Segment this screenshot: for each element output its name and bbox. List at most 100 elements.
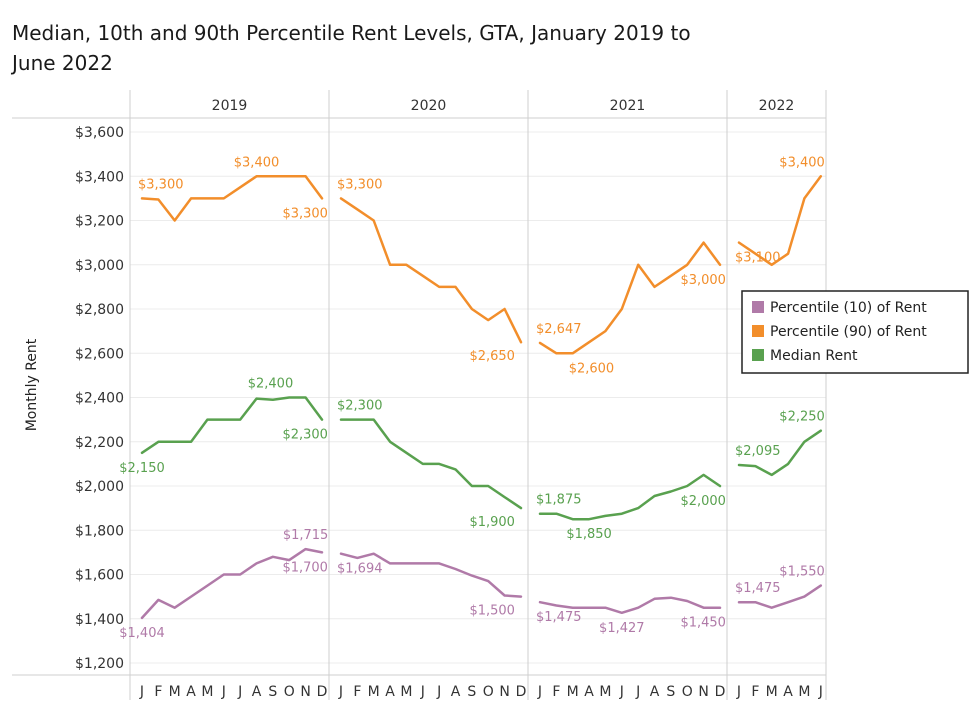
x-tick-month: M [368, 684, 380, 700]
x-tick-month: N [499, 684, 509, 700]
y-tick-label: $2,400 [75, 391, 124, 407]
data-label: $2,650 [469, 349, 515, 364]
x-tick-month: O [682, 684, 693, 700]
y-tick-label: $2,600 [75, 346, 124, 362]
x-tick-month: J [537, 684, 542, 700]
legend-entry: Percentile (90) of Rent [770, 324, 927, 340]
x-tick-month: N [300, 684, 310, 700]
x-tick-month: J [619, 684, 624, 700]
data-label: $3,100 [735, 251, 781, 266]
data-label: $1,475 [536, 610, 582, 625]
data-label: $1,715 [283, 528, 329, 543]
data-label: $3,300 [337, 177, 383, 192]
data-label: $2,000 [680, 494, 726, 509]
x-tick-month: J [635, 684, 640, 700]
legend-entry: Median Rent [770, 348, 858, 364]
x-tick-month: M [201, 684, 213, 700]
data-label: $1,850 [566, 527, 612, 542]
data-label: $3,000 [680, 273, 726, 288]
y-axis-label: Monthly Rent [24, 338, 40, 431]
data-label: $1,694 [337, 562, 383, 577]
x-tick-month: O [483, 684, 494, 700]
x-tick-month: F [353, 684, 361, 700]
legend-swatch [752, 349, 764, 361]
x-tick-month: J [818, 684, 823, 700]
x-tick-month: A [252, 684, 262, 700]
series-line-2-year-2021 [538, 473, 722, 521]
y-tick-label: $3,000 [75, 258, 124, 274]
x-tick-month: J [338, 684, 343, 700]
x-tick-month: A [451, 684, 461, 700]
year-header-2021: 2021 [610, 98, 646, 114]
data-label: $1,427 [599, 621, 645, 636]
data-label: $2,400 [248, 377, 294, 392]
x-tick-month: A [650, 684, 660, 700]
data-label: $1,475 [735, 581, 781, 596]
y-tick-label: $1,800 [75, 523, 124, 539]
x-tick-month: S [666, 684, 675, 700]
x-tick-month: J [237, 684, 242, 700]
x-tick-month: S [467, 684, 476, 700]
data-label: $1,550 [779, 565, 825, 580]
data-label: $1,875 [536, 493, 582, 508]
y-tick-label: $2,800 [75, 302, 124, 318]
series-line-0-year-2022 [737, 584, 823, 609]
series-line-2-year-2019 [140, 396, 324, 455]
data-label: $3,400 [234, 155, 280, 170]
x-tick-month: S [268, 684, 277, 700]
data-label: $2,095 [735, 444, 781, 459]
series-line-0-year-2020 [339, 552, 523, 598]
x-tick-month: D [715, 684, 726, 700]
series-line-1-year-2021 [538, 241, 722, 355]
x-tick-month: M [169, 684, 181, 700]
data-label: $2,647 [536, 322, 582, 337]
y-tick-label: $3,600 [75, 125, 124, 141]
x-tick-month: J [139, 684, 144, 700]
x-tick-month: M [400, 684, 412, 700]
series-line-1-year-2022 [737, 175, 823, 267]
legend-swatch [752, 325, 764, 337]
x-tick-month: N [698, 684, 708, 700]
y-tick-label: $3,400 [75, 169, 124, 185]
series-line-2-year-2020 [339, 418, 523, 510]
y-tick-label: $2,000 [75, 479, 124, 495]
series-line-0-year-2019 [140, 547, 324, 620]
x-tick-month: J [736, 684, 741, 700]
chart-title-line-2: June 2022 [10, 51, 113, 75]
data-label: $3,300 [138, 177, 184, 192]
legend-entry: Percentile (10) of Rent [770, 300, 927, 316]
data-label: $3,400 [779, 155, 825, 170]
x-tick-month: O [284, 684, 295, 700]
data-label: $2,150 [119, 461, 165, 476]
y-tick-label: $1,600 [75, 568, 124, 584]
series-line-2-year-2022 [737, 429, 823, 477]
x-tick-month: D [317, 684, 328, 700]
y-tick-label: $1,200 [75, 656, 124, 672]
year-header-2022: 2022 [759, 98, 795, 114]
data-label: $1,450 [680, 616, 726, 631]
y-tick-label: $3,200 [75, 214, 124, 230]
x-tick-month: A [783, 684, 793, 700]
series-line-0-year-2021 [538, 596, 722, 615]
y-tick-label: $1,400 [75, 612, 124, 628]
x-tick-month: A [584, 684, 594, 700]
x-tick-month: J [436, 684, 441, 700]
x-tick-month: A [385, 684, 395, 700]
data-label: $2,300 [337, 399, 383, 414]
data-label: $1,500 [469, 604, 515, 619]
x-tick-month: F [552, 684, 560, 700]
chart-title-line-1: Median, 10th and 90th Percentile Rent Le… [12, 21, 691, 45]
data-label: $1,700 [282, 560, 328, 575]
x-tick-month: J [420, 684, 425, 700]
data-label: $3,300 [282, 206, 328, 221]
x-tick-month: A [186, 684, 196, 700]
x-tick-month: F [751, 684, 759, 700]
series-line-1-year-2019 [140, 175, 324, 222]
x-tick-month: M [599, 684, 611, 700]
legend-box [741, 290, 969, 374]
year-header-2020: 2020 [411, 98, 447, 114]
x-tick-month: D [516, 684, 527, 700]
data-label: $2,600 [569, 361, 615, 376]
x-tick-month: M [567, 684, 579, 700]
